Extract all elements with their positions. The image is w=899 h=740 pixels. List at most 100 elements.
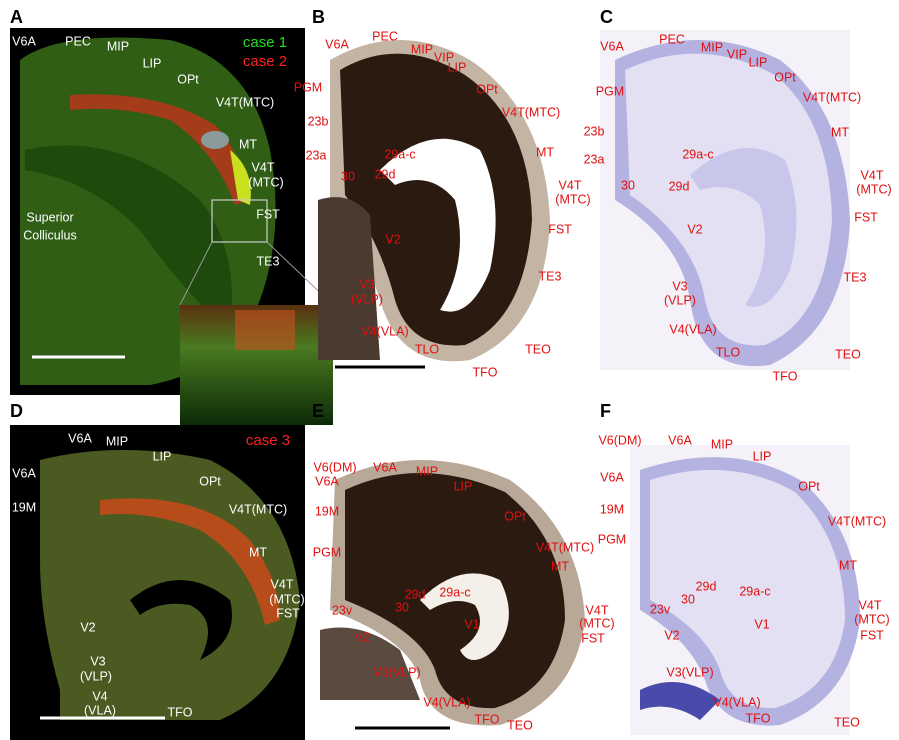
area-label: Colliculus <box>23 228 77 242</box>
area-label: 29a-c <box>439 585 470 599</box>
area-label: OPt <box>504 509 526 523</box>
area-label: V6A <box>12 34 36 48</box>
area-label: LIP <box>749 55 768 69</box>
area-label: PGM <box>598 532 626 546</box>
area-label: V6A <box>315 474 339 488</box>
area-label: V1 <box>754 617 769 631</box>
area-label: FST <box>256 207 280 221</box>
area-label: V2 <box>385 232 400 246</box>
area-label: OPt <box>798 479 820 493</box>
area-label: 29a-c <box>682 147 713 161</box>
area-label: (MTC) <box>269 592 304 606</box>
area-label: V2 <box>664 628 679 642</box>
area-label: PGM <box>313 545 341 559</box>
area-label: 30 <box>621 178 635 192</box>
area-label: V6A <box>12 466 36 480</box>
area-label: (MTC) <box>248 175 283 189</box>
area-label: TLO <box>716 345 741 359</box>
area-label: FST <box>276 606 300 620</box>
area-label: 30 <box>341 169 355 183</box>
panel-letter: A <box>10 7 23 27</box>
area-label: (VLP) <box>80 669 112 683</box>
area-label: 23a <box>306 148 327 162</box>
area-label: (MTC) <box>854 612 889 626</box>
area-label: FST <box>860 628 884 642</box>
area-label: LIP <box>143 56 162 70</box>
area-label: TEO <box>834 715 860 729</box>
case-legend: case 3 <box>246 432 290 449</box>
area-label: FST <box>581 631 605 645</box>
area-label: V4(VLA) <box>423 695 470 709</box>
area-label: 19M <box>315 504 339 518</box>
area-label: TFO <box>773 369 798 383</box>
area-label: V6A <box>68 431 92 445</box>
area-label: 29a-c <box>739 584 770 598</box>
case-legend: case 1 <box>243 34 287 51</box>
area-label: MT <box>831 125 849 139</box>
panel-b-image <box>318 40 550 367</box>
area-label: LIP <box>153 449 172 463</box>
area-label: V4T(MTC) <box>502 105 560 119</box>
area-label: V4T <box>252 160 275 174</box>
area-label: LIP <box>454 479 473 493</box>
area-label: V6A <box>600 470 624 484</box>
area-label: V4T <box>859 598 882 612</box>
area-label: V2 <box>354 630 369 644</box>
area-label: V3(VLP) <box>666 665 713 679</box>
case-legend: case 2 <box>243 53 287 70</box>
area-label: V6(DM) <box>313 460 356 474</box>
area-label: MT <box>551 559 569 573</box>
area-label: (MTC) <box>856 182 891 196</box>
area-label: (VLA) <box>84 703 116 717</box>
area-label: MIP <box>411 42 433 56</box>
area-label: 19M <box>12 500 36 514</box>
area-label: 23v <box>650 602 671 616</box>
panel-letter: C <box>600 7 613 27</box>
area-label: PEC <box>659 32 685 46</box>
area-label: OPt <box>476 82 498 96</box>
area-label: (VLP) <box>664 293 696 307</box>
area-label: TLO <box>415 342 440 356</box>
area-label: V4T(MTC) <box>803 90 861 104</box>
area-label: 30 <box>395 600 409 614</box>
area-label: 30 <box>681 592 695 606</box>
area-label: V3 <box>359 277 374 291</box>
area-label: V2 <box>80 620 95 634</box>
area-label: (MTC) <box>555 192 590 206</box>
area-label: PGM <box>596 84 624 98</box>
area-label: (VLP) <box>351 292 383 306</box>
area-label: V6A <box>325 37 349 51</box>
area-label: 23b <box>308 114 329 128</box>
area-label: FST <box>854 210 878 224</box>
area-label: MIP <box>106 434 128 448</box>
area-label: 23a <box>584 152 605 166</box>
area-label: 29d <box>405 587 426 601</box>
area-label: FST <box>548 222 572 236</box>
area-label: VIP <box>727 47 747 61</box>
panel-letter: B <box>312 7 325 27</box>
area-label: MIP <box>711 437 733 451</box>
figure: Acase 1case 2V6APECMIPLIPOPtV4T(MTC)MTV4… <box>0 0 899 740</box>
area-label: 29d <box>669 179 690 193</box>
area-label: V4(VLA) <box>713 695 760 709</box>
area-label: MT <box>249 545 267 559</box>
area-label: V4(VLA) <box>669 322 716 336</box>
panel-letter: E <box>312 401 324 421</box>
area-label: TFO <box>168 705 193 719</box>
area-label: MT <box>536 145 554 159</box>
area-label: MIP <box>701 40 723 54</box>
area-label: MT <box>839 558 857 572</box>
area-label: V6(DM) <box>598 433 641 447</box>
area-label: TFO <box>746 711 771 725</box>
area-label: V4T <box>861 168 884 182</box>
area-label: Superior <box>26 210 73 224</box>
area-label: OPt <box>177 72 199 86</box>
area-label: V3 <box>672 279 687 293</box>
area-label: TE3 <box>539 269 562 283</box>
area-label: V4T <box>586 603 609 617</box>
panel-letter: D <box>10 401 23 421</box>
area-label: OPt <box>774 70 796 84</box>
area-label: V6A <box>600 39 624 53</box>
area-label: 29d <box>375 167 396 181</box>
area-label: PEC <box>372 29 398 43</box>
